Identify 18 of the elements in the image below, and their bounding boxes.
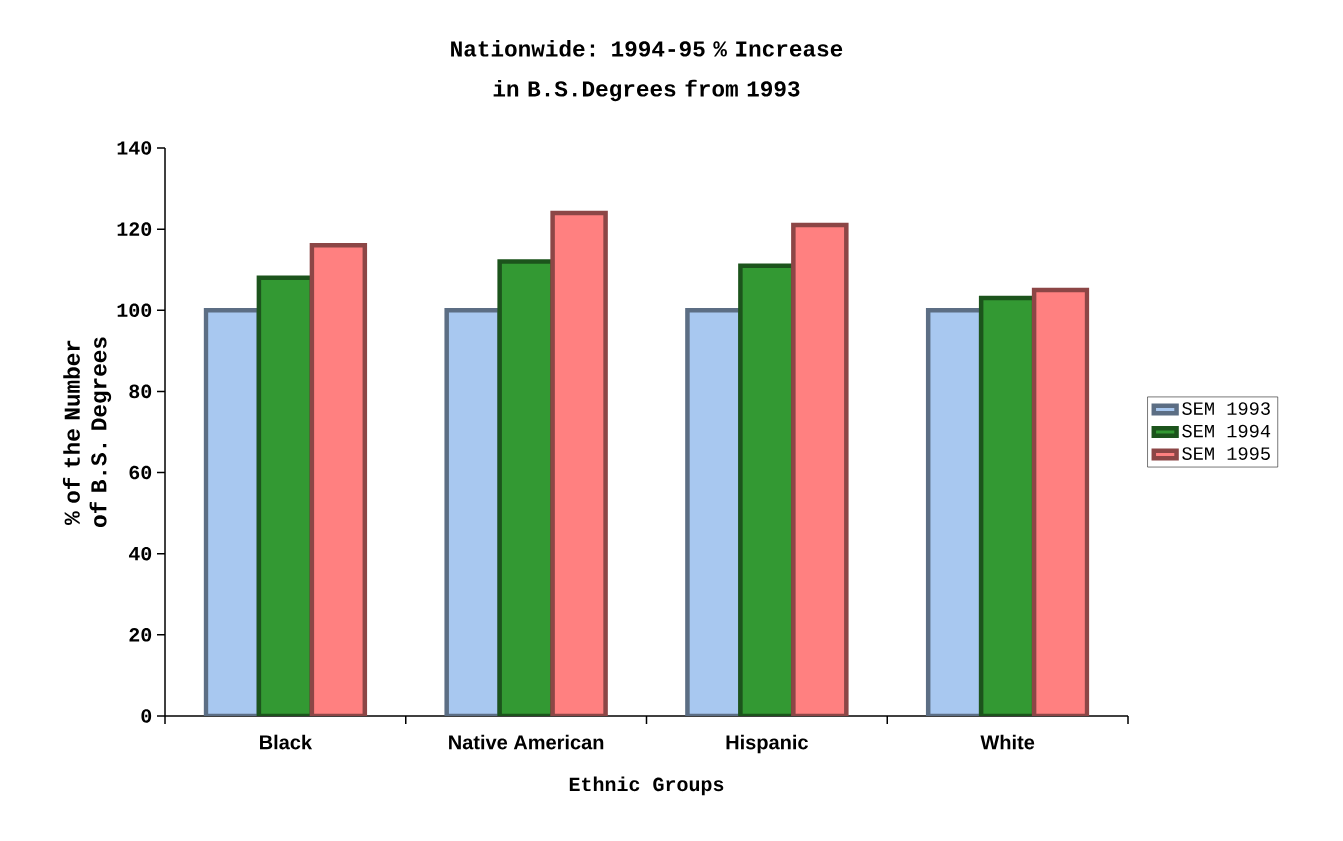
legend-label: SEM 1994	[1182, 424, 1271, 438]
y-tick-label: 100	[117, 303, 152, 318]
y-tick-label: 80	[129, 384, 152, 399]
x-tick-label: Hispanic	[726, 734, 808, 754]
legend-label: SEM 1995	[1182, 447, 1270, 460]
y-tick-label: 120	[117, 222, 152, 236]
x-tick-label: Native American	[449, 734, 604, 750]
x-tick-label: Black	[260, 734, 313, 750]
y-tick-label: 40	[128, 546, 152, 561]
x-axis-title: Ethnic Groups	[569, 776, 724, 796]
y-tick-label: 60	[129, 465, 152, 480]
y-tick-label: 20	[129, 628, 152, 642]
y-tick-label: 140	[117, 141, 152, 155]
y-axis-title: % of the Number of B.S. Degrees	[62, 337, 112, 527]
y-tick-label: 0	[141, 709, 152, 723]
legend-label: SEM 1993	[1182, 402, 1270, 415]
chart-title: Nationwide: 1994-95 % Increase in B.S.Degrees from 1993	[451, 39, 843, 102]
x-tick-label: White	[980, 734, 1035, 750]
